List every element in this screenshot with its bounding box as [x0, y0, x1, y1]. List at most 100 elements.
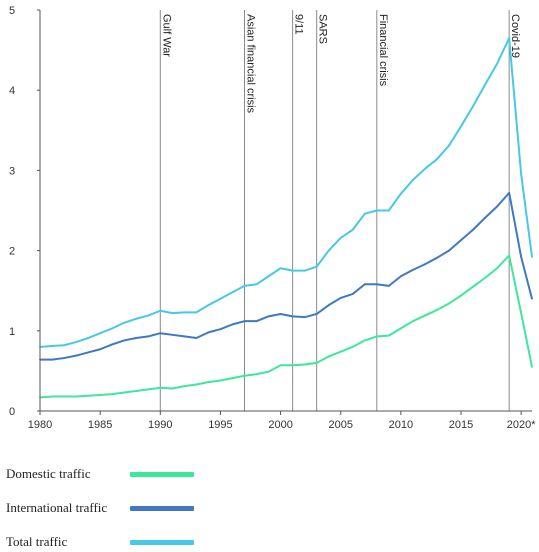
data-point	[123, 321, 126, 324]
data-point	[484, 276, 486, 279]
event-label-2: 9/11	[293, 14, 305, 35]
data-point	[363, 283, 366, 286]
data-point	[315, 361, 318, 364]
data-point	[135, 390, 138, 392]
data-point	[339, 236, 342, 239]
data-point	[351, 345, 354, 348]
data-point	[531, 297, 533, 300]
event-label-5: Covid-19	[509, 14, 521, 58]
data-point	[520, 173, 523, 176]
data-point	[51, 358, 53, 361]
data-point	[472, 285, 474, 288]
data-point	[231, 377, 234, 380]
data-point	[387, 209, 390, 212]
data-point	[63, 395, 65, 398]
data-point	[147, 388, 150, 391]
data-point	[496, 267, 499, 270]
data-point	[99, 348, 102, 351]
data-point	[327, 355, 330, 358]
legend-label-domestic: Domestic traffic	[6, 466, 91, 481]
data-point	[75, 395, 77, 398]
data-point	[255, 283, 258, 286]
y-tick-label: 0	[9, 406, 15, 418]
data-point	[375, 335, 378, 338]
data-point	[327, 249, 330, 252]
data-point	[279, 267, 282, 270]
data-point	[448, 144, 450, 147]
data-point	[387, 334, 390, 337]
data-point	[255, 373, 258, 376]
data-point	[207, 304, 210, 307]
data-point	[520, 256, 523, 258]
data-point	[207, 331, 210, 334]
data-point	[243, 320, 246, 323]
event-label-3: SARS	[317, 14, 329, 44]
event-label-1: Asian financial crisis	[244, 14, 256, 114]
data-point	[399, 275, 402, 278]
data-point	[267, 315, 270, 318]
data-point	[75, 341, 77, 343]
data-point	[111, 327, 114, 330]
data-point	[448, 249, 450, 252]
data-point	[183, 311, 186, 314]
data-point	[351, 293, 354, 295]
x-tick-label: 1985	[88, 419, 112, 431]
series-line-0	[39, 254, 533, 399]
data-point	[219, 297, 222, 300]
data-point	[508, 37, 511, 39]
data-point	[147, 314, 150, 317]
data-point	[484, 83, 486, 86]
data-point	[51, 395, 53, 398]
data-point	[51, 345, 53, 347]
data-point	[508, 191, 511, 194]
data-point	[531, 256, 533, 258]
data-point	[339, 350, 342, 353]
data-point	[231, 291, 234, 294]
data-point	[63, 357, 65, 359]
data-point	[279, 364, 282, 367]
data-point	[195, 383, 198, 386]
data-point	[87, 394, 90, 397]
data-point	[363, 212, 366, 215]
data-point	[111, 343, 114, 346]
x-tick-label: 1980	[28, 419, 52, 431]
data-point	[520, 312, 523, 315]
data-point	[424, 314, 426, 317]
axes: 0 1 2 3 4 5 1980 1985 1990 1995 2000 2005 2010 2015 20…	[9, 5, 536, 431]
series-line-1	[40, 191, 533, 361]
data-point	[303, 316, 306, 319]
data-point	[183, 385, 186, 388]
x-tick-label: 1990	[148, 419, 172, 431]
data-point	[412, 320, 414, 323]
y-tick-label: 5	[9, 5, 15, 17]
data-point	[195, 337, 198, 339]
data-point	[460, 125, 462, 128]
x-tick-label: 2005	[328, 419, 352, 431]
data-point	[424, 167, 426, 170]
legend-swatch-domestic	[130, 472, 194, 477]
data-point	[303, 269, 306, 272]
x-tick-label: 2015	[449, 419, 473, 431]
data-point	[159, 386, 162, 389]
data-point	[303, 363, 306, 366]
data-point	[496, 205, 499, 208]
data-point	[243, 284, 246, 287]
data-point	[375, 209, 378, 212]
data-point	[207, 381, 210, 384]
data-point	[363, 339, 366, 342]
data-point	[87, 337, 90, 339]
data-point	[267, 275, 270, 278]
legend-swatch-international	[130, 506, 194, 511]
data-point	[123, 339, 126, 342]
data-point	[399, 192, 402, 195]
data-point	[472, 228, 474, 231]
data-point	[460, 239, 462, 242]
data-point	[412, 179, 414, 181]
data-point	[159, 332, 162, 335]
data-point	[291, 315, 294, 318]
data-point	[183, 335, 186, 338]
data-point	[424, 263, 426, 266]
y-tick-label: 4	[9, 85, 15, 97]
data-point	[496, 62, 499, 65]
data-point	[351, 228, 354, 231]
